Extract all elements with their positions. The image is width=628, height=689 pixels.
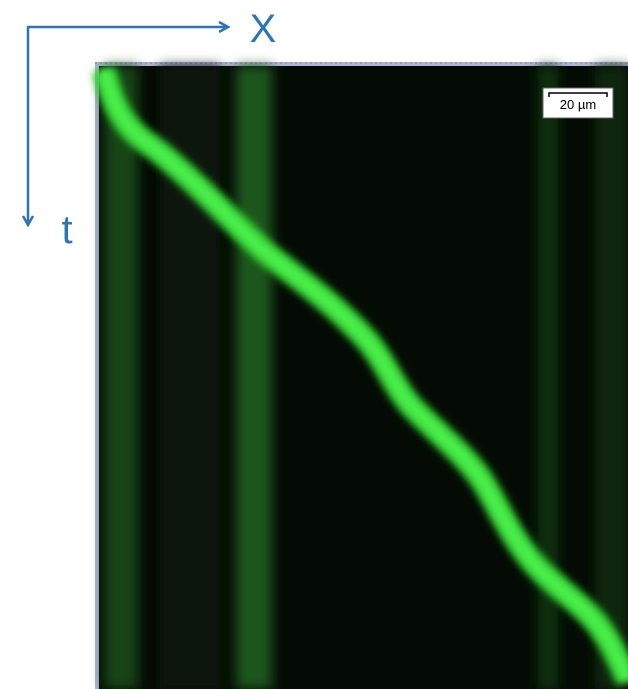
page: X t 20 µm (() => { const data = JSON.par… [0,0,628,689]
scale-bar-label: 20 µm [560,97,596,112]
figure: X t 20 µm [0,0,628,689]
band [236,66,272,689]
band [595,66,628,689]
kymograph: 20 µm [95,62,628,689]
band [104,66,138,689]
t-axis-label: t [61,208,72,252]
x-axis-label: X [250,7,277,51]
